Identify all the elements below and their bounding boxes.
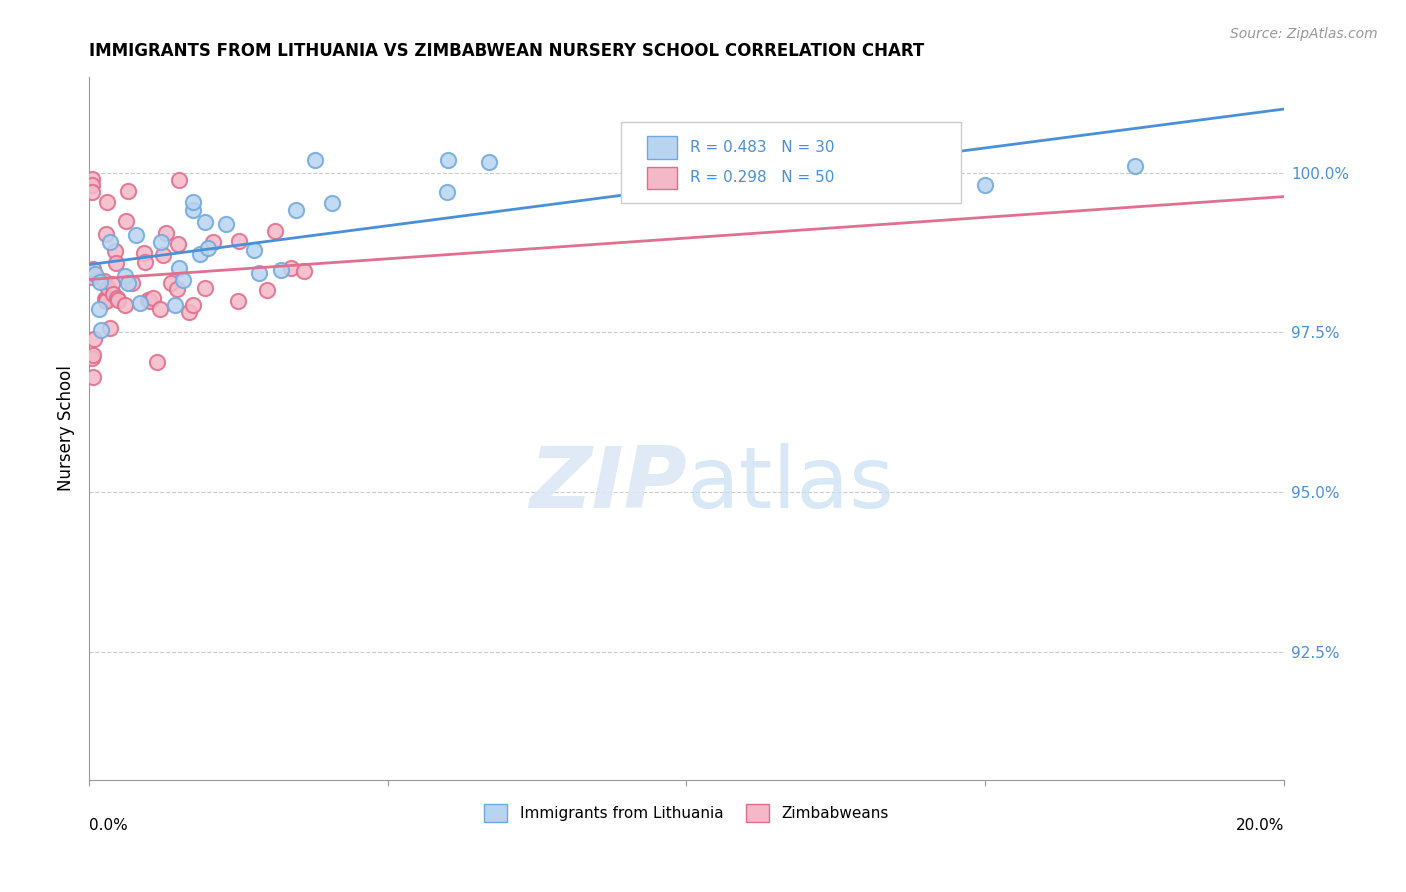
- Point: [478, 154, 501, 169]
- Point: [179, 305, 201, 319]
- Legend: Immigrants from Lithuania, Zimbabweans: Immigrants from Lithuania, Zimbabweans: [478, 797, 894, 829]
- Point: [90, 323, 112, 337]
- Point: [146, 355, 169, 369]
- Point: [84, 268, 107, 282]
- Point: [104, 256, 127, 270]
- Point: [292, 263, 315, 277]
- Point: [82, 370, 104, 384]
- Point: [167, 173, 190, 187]
- Point: [125, 227, 148, 242]
- Bar: [647, 136, 676, 159]
- Point: [83, 332, 105, 346]
- Y-axis label: Nursery School: Nursery School: [58, 366, 75, 491]
- Point: [437, 153, 460, 167]
- Text: atlas: atlas: [686, 443, 894, 526]
- Point: [436, 186, 458, 200]
- Point: [304, 153, 326, 167]
- Point: [226, 293, 249, 308]
- Point: [117, 184, 139, 198]
- Point: [181, 202, 204, 217]
- Point: [94, 227, 117, 241]
- Point: [166, 283, 188, 297]
- Point: [80, 270, 103, 285]
- Text: R = 0.483   N = 30: R = 0.483 N = 30: [690, 140, 835, 155]
- Text: Source: ZipAtlas.com: Source: ZipAtlas.com: [1230, 27, 1378, 41]
- Point: [80, 178, 103, 193]
- Text: ZIP: ZIP: [529, 443, 686, 526]
- Point: [280, 260, 302, 275]
- Point: [149, 235, 172, 249]
- Point: [96, 294, 118, 309]
- Point: [101, 287, 124, 301]
- Point: [101, 277, 124, 291]
- Point: [82, 262, 104, 277]
- Point: [93, 274, 115, 288]
- Point: [94, 292, 117, 306]
- Point: [107, 293, 129, 307]
- Point: [100, 235, 122, 250]
- Point: [114, 298, 136, 312]
- Bar: [647, 167, 676, 189]
- Point: [152, 248, 174, 262]
- Point: [197, 241, 219, 255]
- Point: [285, 202, 308, 217]
- Point: [181, 298, 204, 312]
- Point: [181, 194, 204, 209]
- Point: [201, 235, 224, 249]
- Point: [167, 236, 190, 251]
- Point: [97, 281, 120, 295]
- Point: [270, 262, 292, 277]
- Point: [103, 244, 125, 259]
- Point: [80, 172, 103, 186]
- Point: [167, 260, 190, 275]
- Point: [321, 195, 343, 210]
- Point: [128, 296, 150, 310]
- Point: [105, 291, 128, 305]
- Point: [194, 280, 217, 294]
- Point: [138, 293, 160, 308]
- FancyBboxPatch shape: [621, 122, 962, 203]
- Point: [134, 246, 156, 260]
- Point: [215, 217, 238, 231]
- Point: [117, 277, 139, 291]
- Point: [82, 348, 104, 362]
- Point: [155, 227, 177, 241]
- Point: [188, 246, 211, 260]
- Point: [80, 351, 103, 365]
- Point: [114, 214, 136, 228]
- Text: 0.0%: 0.0%: [89, 818, 128, 833]
- Point: [228, 235, 250, 249]
- Point: [149, 302, 172, 317]
- Point: [89, 302, 111, 317]
- Point: [193, 215, 215, 229]
- Point: [114, 268, 136, 283]
- Point: [247, 266, 270, 280]
- Text: IMMIGRANTS FROM LITHUANIA VS ZIMBABWEAN NURSERY SCHOOL CORRELATION CHART: IMMIGRANTS FROM LITHUANIA VS ZIMBABWEAN …: [89, 42, 924, 60]
- Point: [80, 185, 103, 199]
- Text: 20.0%: 20.0%: [1236, 818, 1284, 833]
- Point: [172, 273, 194, 287]
- Point: [974, 178, 997, 193]
- Point: [134, 255, 156, 269]
- Point: [160, 276, 183, 290]
- Point: [243, 243, 266, 257]
- Point: [89, 275, 111, 289]
- Point: [121, 276, 143, 290]
- Point: [165, 297, 187, 311]
- Point: [1123, 159, 1146, 173]
- Point: [98, 321, 121, 335]
- Point: [256, 283, 278, 297]
- Point: [139, 293, 162, 308]
- Point: [142, 291, 165, 305]
- Point: [96, 194, 118, 209]
- Point: [264, 224, 287, 238]
- Text: R = 0.298   N = 50: R = 0.298 N = 50: [690, 170, 834, 186]
- Point: [94, 292, 117, 306]
